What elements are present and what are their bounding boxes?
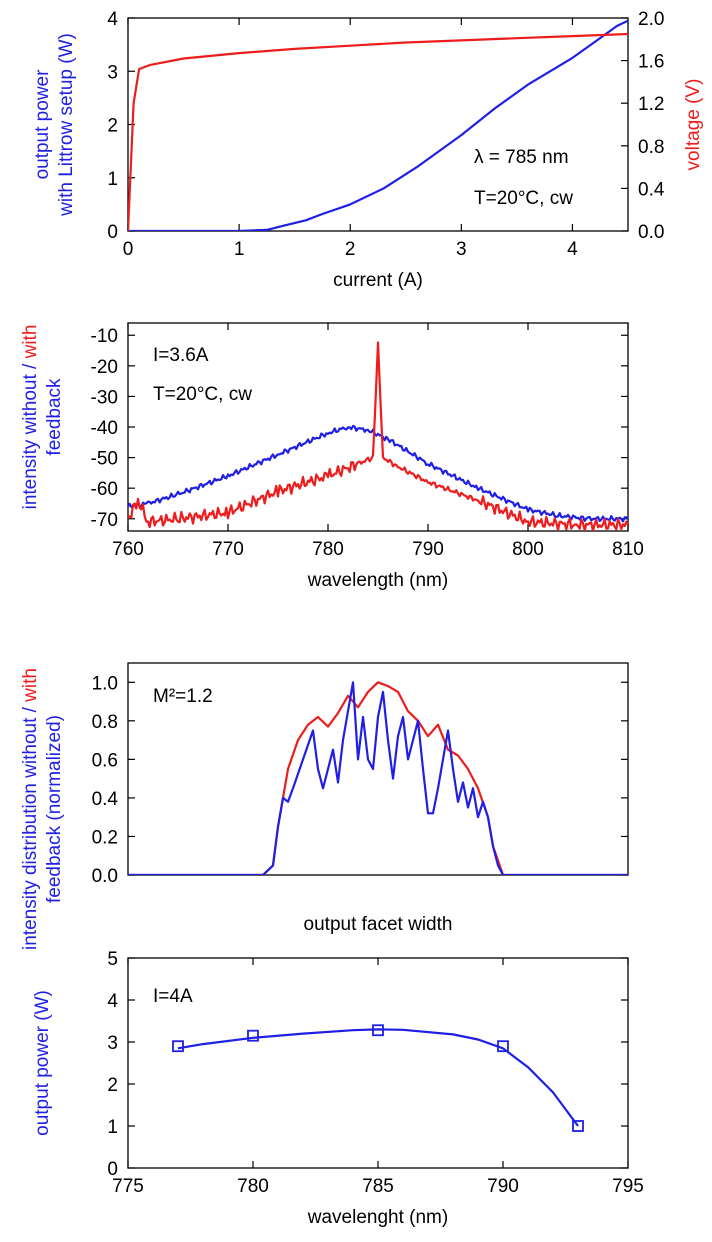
x-tick-label: 770	[212, 539, 244, 560]
y-tick-label: 1	[107, 169, 118, 190]
y-tick-label: 4	[107, 9, 118, 30]
x-tick-label: 760	[112, 539, 144, 560]
y-tick-label: 3	[107, 1033, 118, 1054]
series-group	[128, 681, 628, 875]
series-line-blue	[128, 681, 628, 875]
y2-tick-label: 2.0	[638, 9, 664, 30]
x-axis-label: wavelength (nm)	[307, 570, 448, 591]
chart-panel-4: 775 780 785 790 795 0 1 2 3 4 5 wavelenght (nm) outp…	[32, 949, 644, 1228]
series-line-red	[128, 681, 628, 875]
y-tick-label: 1.0	[92, 673, 118, 694]
x-tick-label: 800	[512, 539, 544, 560]
y-tick-label: 0	[107, 1159, 118, 1180]
y-tick-label: 0.8	[92, 712, 118, 733]
y-tick-label: -20	[91, 357, 118, 378]
x-tick-label: 795	[612, 1176, 644, 1197]
y-tick-label: 2	[107, 1075, 118, 1096]
x-tick-label: 785	[362, 1176, 394, 1197]
data-point	[172, 1040, 184, 1053]
y-tick-label: -60	[91, 479, 118, 500]
x-tick-label: 810	[612, 539, 644, 560]
y2-tick-label: 0.4	[638, 179, 665, 200]
x-tick-label: 775	[112, 1176, 144, 1197]
y2-tick-label: 0.0	[638, 222, 664, 243]
series-group	[172, 1024, 584, 1132]
chart-panel-1: 0 1 2 3 4 0 1 2 3 4 0.0 0.4 0.8 1.2 1.6 2.0 current (A) o…	[32, 9, 704, 291]
x-tick-label: 4	[567, 239, 578, 260]
data-point	[247, 1029, 259, 1042]
y-tick-label: 0.4	[92, 789, 119, 810]
series-group	[128, 341, 628, 531]
chart-panel-3: 0.0 0.2 0.4 0.6 0.8 1.0 output facet width inte…	[20, 662, 629, 950]
annotation-conditions: T=20°C, cw	[474, 188, 573, 209]
x-tick-label: 780	[237, 1176, 269, 1197]
y-tick-label: -30	[91, 387, 118, 408]
series-line-blue	[128, 424, 628, 523]
plot-frame	[127, 957, 629, 1169]
annotation-m2: M²=1.2	[153, 686, 213, 707]
y2-tick-label: 1.2	[638, 94, 664, 115]
y-tick-label: -10	[91, 326, 118, 347]
x-tick-label: 0	[123, 239, 134, 260]
plot-frame	[127, 662, 629, 876]
fit-curve	[177, 1028, 579, 1127]
y-axis-label: intensity distribution without / withfee…	[20, 668, 65, 950]
y-tick-label: 4	[107, 991, 118, 1012]
y-axis-label: output power with Littrow setup (W)	[32, 33, 77, 217]
x-tick-label: 2	[345, 239, 356, 260]
x-tick-label: 790	[487, 1176, 519, 1197]
x-tick-label: 780	[312, 539, 344, 560]
x-tick-label: 1	[234, 239, 245, 260]
series-group	[128, 19, 628, 231]
series-line-red	[128, 341, 628, 531]
y2-tick-label: 1.6	[638, 52, 664, 73]
x-tick-label: 790	[412, 539, 444, 560]
x-axis-label: wavelenght (nm)	[307, 1207, 448, 1228]
annotation-current: I=3.6A	[153, 345, 209, 366]
y-tick-label: 3	[107, 62, 118, 83]
y-tick-label: 0.2	[92, 827, 118, 848]
y-tick-label: 5	[107, 949, 118, 970]
y-tick-label: 0.0	[92, 866, 118, 887]
x-axis-label: output facet width	[304, 914, 453, 935]
y-tick-label: 1	[107, 1117, 118, 1138]
y2-tick-label: 0.8	[638, 137, 664, 158]
y-tick-label: -40	[91, 418, 118, 439]
y-axis-label: output power (W)	[32, 990, 53, 1136]
series-line-blue	[128, 19, 628, 231]
y-tick-label: 2	[107, 116, 118, 137]
y-axis-label: intensity without / withfeedback	[20, 325, 65, 510]
annotation-current: I=4A	[153, 986, 193, 1007]
series-line-red	[128, 32, 628, 231]
y-tick-label: -70	[91, 510, 118, 531]
x-axis-label: current (A)	[333, 270, 423, 291]
annotation-wavelength: λ = 785 nm	[474, 147, 569, 168]
chart-panel-2: 760 770 780 790 800 810 -10 -20 -30 -40 -50 -60 -70 w…	[20, 322, 644, 591]
y-tick-label: 0.6	[92, 750, 118, 771]
y2-axis-label: voltage (V)	[683, 79, 704, 171]
y-tick-label: 0	[107, 222, 118, 243]
annotation-conditions: T=20°C, cw	[153, 384, 252, 405]
y-tick-label: -50	[91, 449, 118, 470]
x-tick-label: 3	[456, 239, 467, 260]
